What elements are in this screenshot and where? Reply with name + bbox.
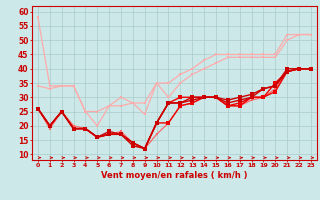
X-axis label: Vent moyen/en rafales ( km/h ): Vent moyen/en rafales ( km/h ): [101, 171, 248, 180]
